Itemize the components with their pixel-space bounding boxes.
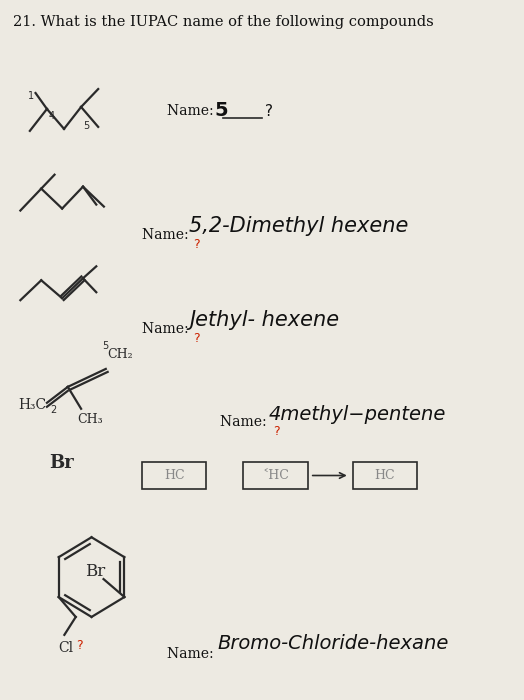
Text: CH₂: CH₂ — [107, 348, 133, 361]
Text: 21. What is the IUPAC name of the following compounds: 21. What is the IUPAC name of the follow… — [13, 15, 433, 29]
Text: Br: Br — [84, 563, 105, 580]
Text: 5: 5 — [215, 101, 228, 120]
Text: 2: 2 — [50, 405, 56, 414]
Text: 4methyl−pentene: 4methyl−pentene — [269, 405, 446, 424]
Bar — [243, 461, 308, 489]
Text: 5: 5 — [83, 121, 89, 131]
Text: ?: ? — [76, 639, 82, 652]
Text: ?: ? — [265, 104, 273, 119]
Text: HC: HC — [164, 469, 184, 482]
Text: Name:: Name: — [220, 414, 271, 428]
Bar — [142, 461, 206, 489]
Bar — [353, 461, 417, 489]
Text: Jethyl- hexene: Jethyl- hexene — [189, 310, 340, 330]
Text: Cl: Cl — [59, 640, 74, 654]
Text: Name:: Name: — [142, 322, 193, 336]
Text: ˂HC: ˂HC — [262, 469, 289, 482]
Text: H₃C: H₃C — [18, 398, 47, 412]
Text: Name:: Name: — [168, 647, 219, 661]
Text: 5: 5 — [102, 341, 108, 351]
Text: ?: ? — [273, 425, 279, 438]
Text: Name:: Name: — [168, 104, 219, 118]
Text: 1: 1 — [28, 91, 34, 101]
Text: 4: 4 — [49, 111, 55, 121]
Text: Br: Br — [49, 454, 73, 472]
Text: 5,2-Dimethyl hexene: 5,2-Dimethyl hexene — [189, 216, 409, 235]
Text: Bromo-Chloride-hexane: Bromo-Chloride-hexane — [218, 634, 449, 653]
Text: HC: HC — [375, 469, 395, 482]
Text: CH₃: CH₃ — [78, 413, 103, 426]
Text: ?: ? — [193, 239, 200, 251]
Text: ?: ? — [193, 332, 200, 345]
Text: Name:: Name: — [142, 228, 193, 242]
